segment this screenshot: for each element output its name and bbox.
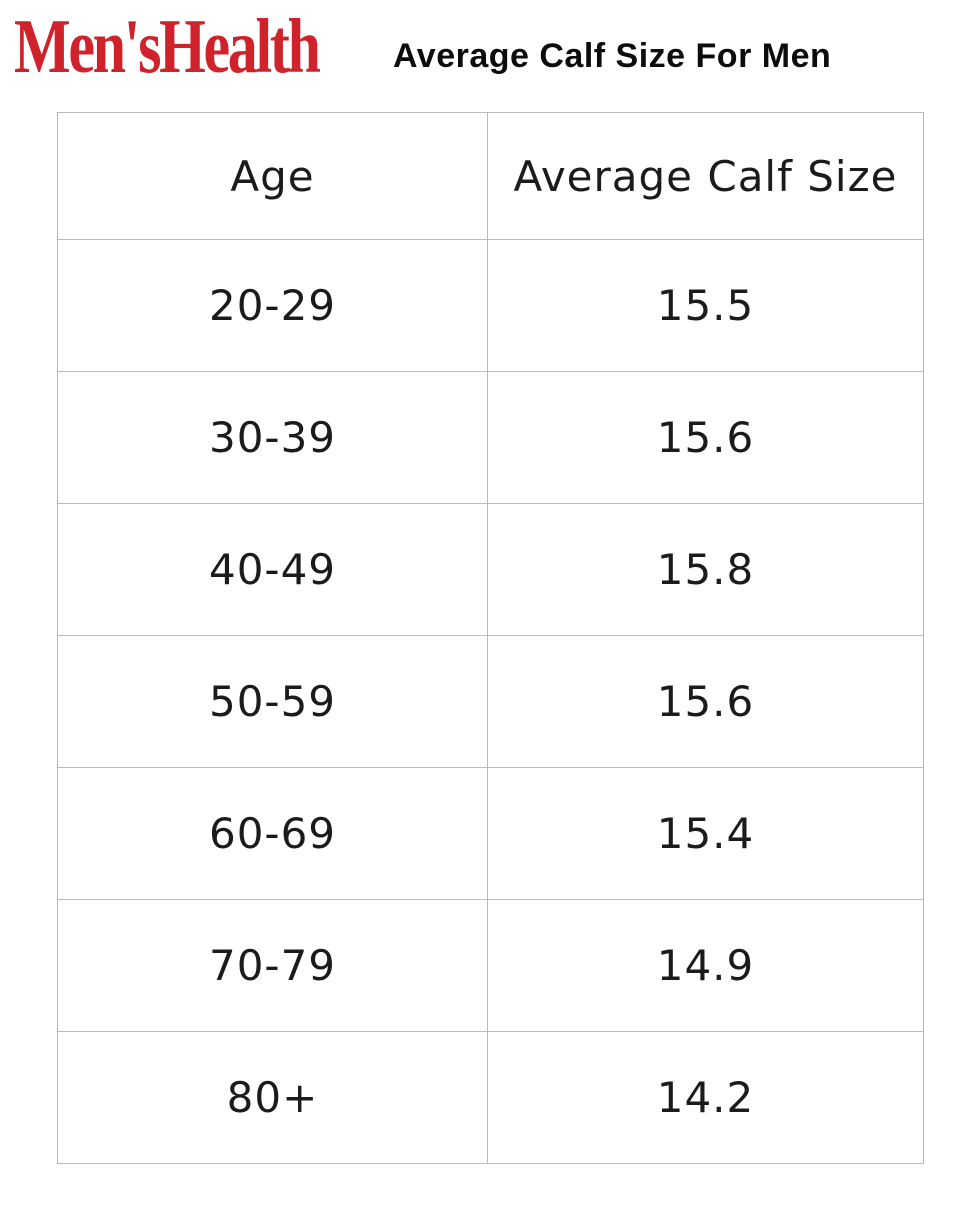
age-cell: 60-69 xyxy=(57,767,488,900)
table-header-row: Age Average Calf Size xyxy=(57,112,924,240)
page-title: Average Calf Size For Men xyxy=(393,37,832,75)
calf-size-cell: 15.6 xyxy=(487,635,924,768)
calf-size-cell: 14.2 xyxy=(487,1031,924,1164)
calf-size-table: Age Average Calf Size 20-29 15.5 30-39 1… xyxy=(57,112,924,1164)
calf-size-cell: 15.5 xyxy=(487,239,924,372)
age-cell: 50-59 xyxy=(57,635,488,768)
table-row: 60-69 15.4 xyxy=(57,767,924,900)
calf-size-cell: 14.9 xyxy=(487,899,924,1032)
table-row: 80+ 14.2 xyxy=(57,1031,924,1164)
age-cell: 70-79 xyxy=(57,899,488,1032)
table-row: 40-49 15.8 xyxy=(57,503,924,636)
table-row: 30-39 15.6 xyxy=(57,371,924,504)
column-header-age: Age xyxy=(57,112,488,240)
calf-size-cell: 15.8 xyxy=(487,503,924,636)
age-cell: 30-39 xyxy=(57,371,488,504)
calf-size-cell: 15.6 xyxy=(487,371,924,504)
table-row: 50-59 15.6 xyxy=(57,635,924,768)
table-row: 20-29 15.5 xyxy=(57,239,924,372)
menshealth-logo: Men'sHealth xyxy=(14,8,404,85)
calf-size-cell: 15.4 xyxy=(487,767,924,900)
column-header-average-calf-size: Average Calf Size xyxy=(487,112,924,240)
table-row: 70-79 14.9 xyxy=(57,899,924,1032)
age-cell: 80+ xyxy=(57,1031,488,1164)
age-cell: 40-49 xyxy=(57,503,488,636)
age-cell: 20-29 xyxy=(57,239,488,372)
menshealth-logo-text: Men'sHealth xyxy=(14,3,321,89)
